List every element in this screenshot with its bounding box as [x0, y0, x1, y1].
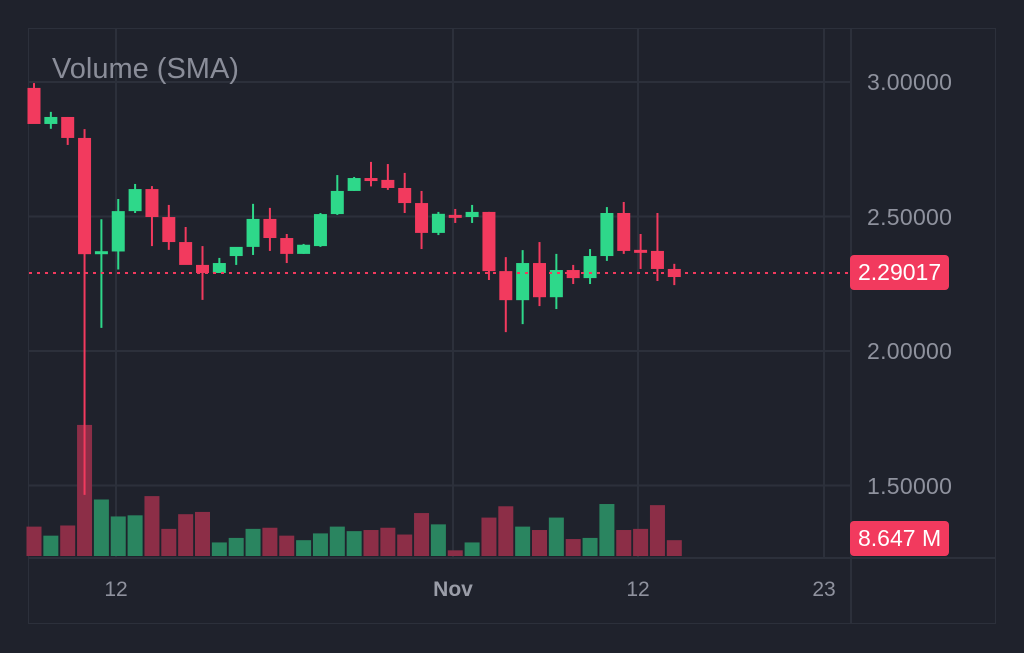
candle	[128, 189, 142, 212]
volume-bar	[481, 517, 497, 556]
candle	[431, 213, 445, 233]
volume-bar	[312, 533, 328, 556]
candle	[330, 190, 344, 215]
volume-bar	[43, 535, 59, 556]
indicator-legend-title[interactable]: Volume (SMA)	[52, 53, 239, 85]
candle	[415, 203, 429, 233]
volume-bar	[262, 527, 278, 556]
candle	[533, 263, 546, 298]
candle	[27, 87, 41, 124]
volume-bar	[93, 499, 109, 556]
volume-bar	[195, 511, 210, 556]
volume-bar	[582, 537, 598, 556]
volume-bar	[649, 505, 665, 556]
price-tick-1-5: 1.50000	[867, 473, 953, 499]
volume-bar	[430, 524, 446, 556]
candle	[617, 213, 631, 251]
chart-frame	[28, 28, 996, 624]
candle	[549, 270, 563, 298]
volume-bar	[565, 539, 581, 556]
candle	[583, 256, 597, 279]
candle	[111, 211, 125, 252]
volume-bars	[26, 424, 682, 556]
candle	[482, 211, 496, 272]
candle	[297, 244, 311, 254]
candle	[61, 116, 75, 138]
time-label-0: 12	[104, 578, 128, 601]
price-tick-2-5: 2.50000	[867, 204, 953, 230]
volume-bar	[633, 528, 649, 556]
price-tick-2: 2.00000	[867, 338, 953, 364]
current-price-badge: 2.29017	[850, 255, 950, 290]
price-candles	[27, 83, 681, 495]
volume-bar	[548, 517, 564, 556]
candle	[179, 242, 193, 265]
price-tick-3: 3.00000	[867, 69, 953, 95]
volume-bar	[666, 540, 682, 556]
time-label-1: Nov	[433, 578, 473, 601]
candle	[600, 213, 614, 257]
volume-bar	[26, 526, 42, 556]
candle	[381, 179, 395, 188]
volume-bar	[144, 496, 160, 556]
volume-bar	[532, 530, 547, 556]
volume-bar	[110, 516, 126, 556]
candle	[44, 116, 58, 124]
candle	[196, 264, 209, 273]
candle	[229, 246, 243, 257]
candle	[499, 271, 513, 301]
volume-bar	[228, 537, 244, 556]
candle	[162, 217, 176, 243]
candle	[145, 189, 159, 218]
candle	[465, 211, 479, 218]
volume-bar	[414, 513, 430, 556]
volume-bar	[279, 535, 295, 556]
volume-bar	[329, 526, 345, 556]
volume-bar	[211, 542, 227, 556]
volume-bar	[245, 528, 261, 556]
time-label-2: 12	[626, 578, 650, 601]
volume-bar	[599, 504, 615, 556]
volume-bar	[447, 550, 463, 556]
volume-bar	[380, 527, 396, 556]
candle	[246, 218, 260, 247]
volume-bar	[346, 531, 362, 556]
volume-bar	[464, 542, 480, 556]
volume-bar	[397, 534, 413, 556]
candle	[280, 238, 294, 254]
candle	[347, 178, 361, 191]
volume-bar	[296, 540, 312, 556]
candle	[398, 187, 412, 204]
volume-bar	[178, 514, 194, 556]
volume-bar	[60, 525, 76, 556]
candle	[566, 270, 580, 279]
time-label-3: 23	[812, 578, 836, 601]
candle	[516, 263, 530, 301]
volume-bar	[515, 526, 531, 556]
candle	[94, 251, 108, 255]
volume-bar	[498, 506, 514, 556]
volume-bar	[127, 515, 143, 556]
candle	[650, 250, 664, 269]
candle	[263, 218, 277, 239]
candle	[78, 137, 92, 255]
volume-bar	[616, 530, 632, 556]
candle	[364, 178, 378, 182]
candle	[212, 263, 226, 273]
volume-value-badge: 8.647 M	[850, 521, 950, 556]
candle	[667, 268, 681, 278]
candle	[313, 214, 327, 247]
volume-bar	[363, 530, 379, 556]
candle	[634, 249, 648, 253]
volume-bar	[161, 528, 177, 556]
candle	[448, 214, 462, 218]
